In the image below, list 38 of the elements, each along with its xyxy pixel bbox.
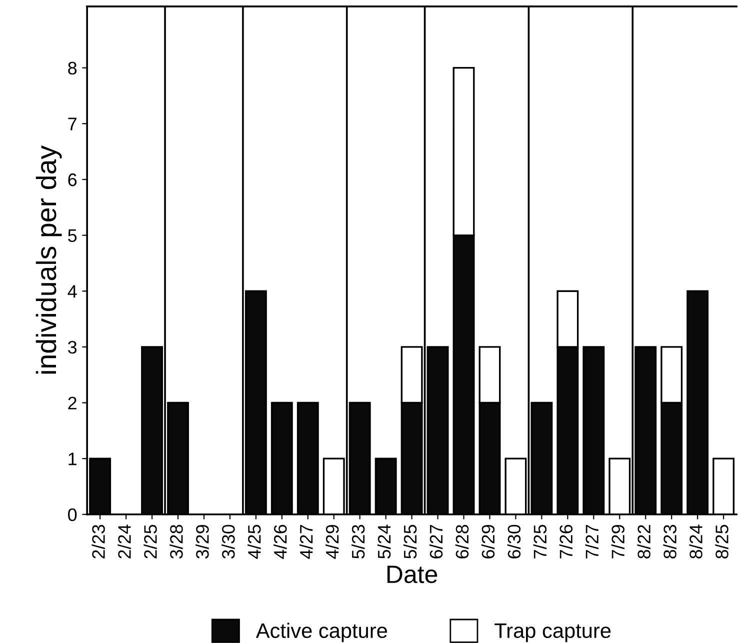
x-tick-label: 3/29 [196,524,209,559]
x-tick-label: 6/27 [429,525,443,558]
y-tick-label: 0 [68,508,77,522]
y-axis-title: individuals per day [36,145,62,374]
x-tick-label: 3/28 [170,524,183,559]
x-tick-label: 2/25 [144,524,157,558]
x-tick-label: 3/30 [222,524,235,559]
x-tick-label: 2/23 [92,524,105,558]
legend-label: Trap capture [494,624,611,642]
x-tick-label: 5/25 [403,524,417,559]
x-tick-label: 6/28 [455,524,469,558]
legend-label: Active capture [256,622,387,642]
x-tick-label: 7/29 [611,524,624,558]
y-tick-label: 3 [68,340,77,354]
x-tick-label: 4/26 [274,524,287,559]
y-tick-label: 6 [68,173,77,186]
x-tick-label: 7/27 [585,525,598,558]
y-tick-label: 4 [68,285,77,298]
y-tick-label: 1 [68,452,76,466]
x-tick-label: 4/25 [248,524,261,559]
x-tick-label: 4/27 [299,525,313,559]
x-tick-label: 8/25 [715,524,728,558]
x-tick-label: 5/24 [377,524,391,559]
x-tick-label: 7/26 [559,524,573,558]
x-tick-label: 7/25 [533,524,547,558]
x-tick-label: 6/30 [507,524,521,558]
x-tick-label: 8/24 [689,524,702,558]
x-axis-title: Date [387,566,438,584]
y-tick-label: 7 [68,118,76,130]
x-tick-label: 4/29 [325,524,339,559]
y-tick-label: 2 [68,396,76,410]
y-tick-label: 8 [68,62,77,75]
y-tick-label: 5 [68,229,77,242]
x-tick-label: 8/22 [637,525,650,558]
x-tick-label: 6/29 [481,524,495,558]
x-tick-label: 8/23 [663,524,676,558]
x-tick-label: 2/24 [118,524,131,558]
x-tick-label: 5/23 [351,524,365,559]
